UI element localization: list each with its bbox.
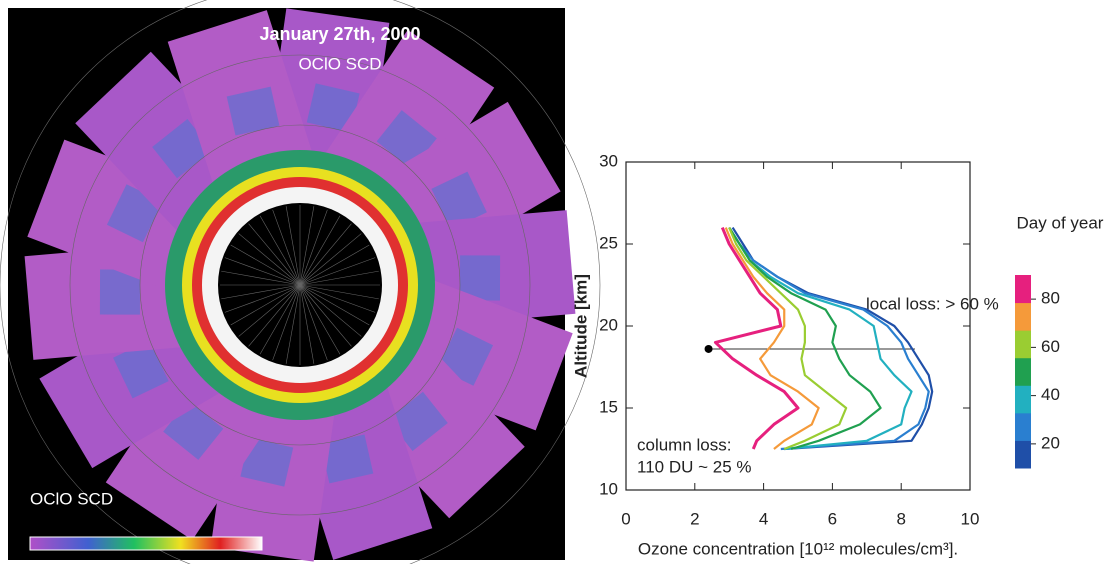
colorbar-tick-label: 80 (1041, 289, 1060, 308)
y-tick-label: 10 (599, 479, 618, 498)
y-tick-label: 20 (599, 315, 618, 334)
x-axis-label: Ozone concentration [10¹² molecules/cm³]… (638, 539, 958, 558)
map-title: January 27th, 2000 (259, 24, 420, 44)
x-tick-label: 2 (690, 509, 699, 528)
map-colorbar-label: OClO SCD (30, 489, 113, 508)
map-panel: January 27th, 2000 OClO SCD OClO SCD (0, 0, 600, 564)
x-tick-label: 6 (828, 509, 837, 528)
profile-chart: local loss: > 60 % column loss: 110 DU ~… (571, 151, 1103, 558)
y-axis-label: Altitude [km] (571, 274, 590, 378)
annotation: local loss: > 60 % (866, 294, 999, 313)
colorbar-segment (1015, 413, 1031, 441)
colorbar-segment (1015, 303, 1031, 331)
x-tick-label: 0 (621, 509, 630, 528)
annotation: 110 DU ~ 25 % (637, 457, 752, 476)
x-tick-label: 10 (961, 509, 980, 528)
y-tick-label: 25 (599, 233, 618, 252)
colorbar-segment (1015, 385, 1031, 413)
colorbar-tick-label: 60 (1041, 337, 1060, 356)
colorbar-label: Day of year (1017, 213, 1104, 232)
profile-line (729, 228, 929, 449)
profile-line (715, 228, 798, 449)
map-subtitle: OClO SCD (298, 54, 381, 73)
colorbar-segment (1015, 330, 1031, 358)
colorbar-segment (1015, 440, 1031, 468)
x-tick-label: 8 (896, 509, 905, 528)
y-tick-label: 15 (599, 397, 618, 416)
colorbar-segment (1015, 358, 1031, 386)
profile-line (729, 228, 911, 449)
figure: January 27th, 2000 OClO SCD OClO SCD loc… (0, 0, 1118, 564)
annotation: column loss: (637, 435, 731, 454)
y-tick-label: 30 (599, 151, 618, 170)
map-colorbar (30, 537, 262, 550)
x-tick-label: 4 (759, 509, 768, 528)
colorbar-segment (1015, 275, 1031, 303)
loss-dot (705, 345, 713, 353)
colorbar-tick-label: 40 (1041, 385, 1060, 404)
colorbar-tick-label: 20 (1041, 433, 1060, 452)
